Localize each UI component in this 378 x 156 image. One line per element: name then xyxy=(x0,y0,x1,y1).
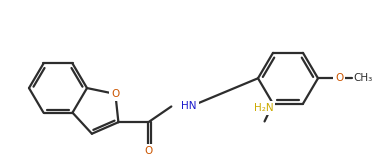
Text: O: O xyxy=(144,146,152,156)
Text: O: O xyxy=(111,89,119,99)
Text: CH₃: CH₃ xyxy=(353,73,372,83)
Text: H₂N: H₂N xyxy=(254,103,273,113)
Text: O: O xyxy=(335,73,343,83)
Text: HN: HN xyxy=(181,101,197,112)
